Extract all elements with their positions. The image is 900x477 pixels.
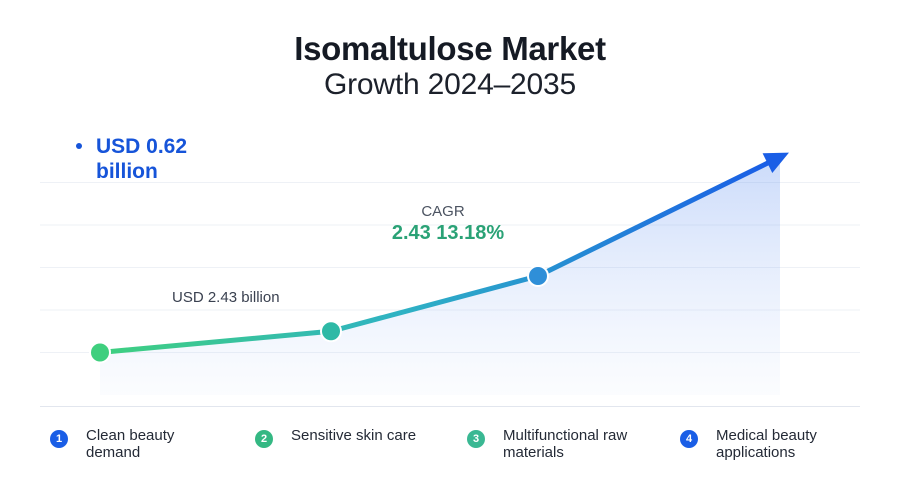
driver-label-3: Multifunctional raw materials — [503, 427, 628, 461]
driver-item-3: 3 Multifunctional raw materials — [467, 427, 633, 461]
divider — [40, 406, 860, 407]
driver-item-2: 2 Sensitive skin care — [255, 427, 421, 448]
end-value-label: USD 0.62 billion — [96, 135, 188, 183]
start-value-label: USD 2.43 billion — [172, 289, 280, 306]
series-line — [97, 159, 772, 355]
page-title: Isomaltulose Market — [294, 30, 606, 67]
cagr-value: 2.43 13.18% — [391, 222, 505, 244]
driver-label-4: Medical beauty applications — [716, 427, 817, 461]
driver-item-4: 4 Medical beauty applications — [680, 427, 846, 461]
driver-number-4: 4 — [680, 430, 698, 448]
driver-number-3: 3 — [467, 430, 485, 448]
driver-number-1: 1 — [50, 430, 68, 448]
driver-item-1: 1 Clean beauty demand — [50, 427, 216, 461]
data-point-2 — [320, 320, 342, 343]
driver-number-2: 2 — [255, 430, 273, 448]
page-subtitle: Growth 2024–2035 — [324, 68, 576, 101]
callout-bullet-icon — [76, 143, 82, 149]
cagr-label: CAGR — [421, 203, 465, 220]
driver-label-2: Sensitive skin care — [291, 427, 417, 444]
data-point-3 — [527, 265, 549, 287]
driver-label-1: Clean beauty demand — [86, 427, 175, 461]
arrow-head-icon — [762, 152, 789, 174]
data-point-1 — [89, 341, 111, 364]
area-fill — [100, 157, 780, 395]
